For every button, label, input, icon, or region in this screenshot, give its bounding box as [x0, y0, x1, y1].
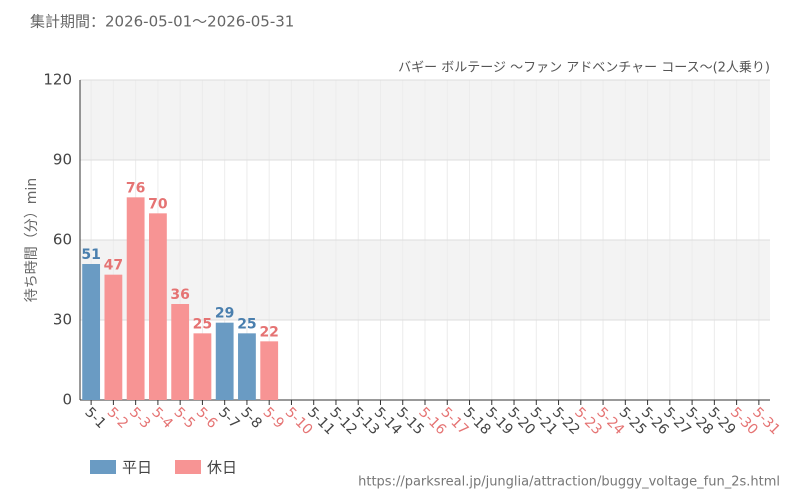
bar [260, 341, 279, 400]
x-tick-label: 5-3 [126, 404, 153, 431]
x-tick-label: 5-6 [193, 404, 221, 432]
data-label: 22 [259, 324, 278, 340]
x-tick-label: 5-7 [215, 404, 242, 431]
legend-label: 休日 [207, 459, 237, 477]
data-label: 25 [193, 316, 212, 332]
x-tick-label: 5-8 [237, 404, 264, 431]
source-url: https://parksreal.jp/junglia/attraction/… [358, 475, 780, 490]
y-tick-label: 90 [53, 151, 72, 169]
x-tick-label: 5-1 [81, 404, 108, 431]
bar [149, 213, 167, 400]
data-label: 25 [237, 316, 256, 332]
y-tick-label: 120 [43, 71, 72, 89]
y-tick-label: 30 [53, 311, 72, 329]
x-tick-label: 5-5 [171, 404, 198, 431]
bar [238, 333, 256, 400]
chart-title: バギー ボルテージ ～ファン アドベンチャー コース～(2人乗り) [398, 61, 770, 76]
period-header: 集計期間：2026-05-01～2026-05-31 [30, 13, 294, 31]
x-tick-label: 5-2 [104, 404, 131, 431]
data-label: 29 [215, 306, 234, 322]
y-tick-label: 60 [53, 231, 72, 249]
data-label: 76 [126, 180, 145, 196]
bar [193, 333, 212, 400]
y-tick-label: 0 [62, 391, 72, 409]
bar [104, 274, 123, 400]
data-label: 47 [104, 258, 123, 274]
data-label: 51 [81, 247, 100, 263]
x-tick-label: 5-4 [148, 404, 176, 432]
legend-swatch [90, 460, 116, 474]
x-tick-label: 5-9 [260, 404, 287, 431]
legend-label: 平日 [122, 459, 152, 477]
y-axis-label: 待ち時間（分）min [24, 178, 40, 302]
bar [171, 304, 190, 400]
bar [215, 322, 234, 400]
bar [126, 197, 145, 400]
data-label: 36 [170, 287, 189, 303]
data-label: 70 [148, 196, 168, 212]
bar [82, 264, 101, 400]
legend-swatch [175, 460, 201, 474]
